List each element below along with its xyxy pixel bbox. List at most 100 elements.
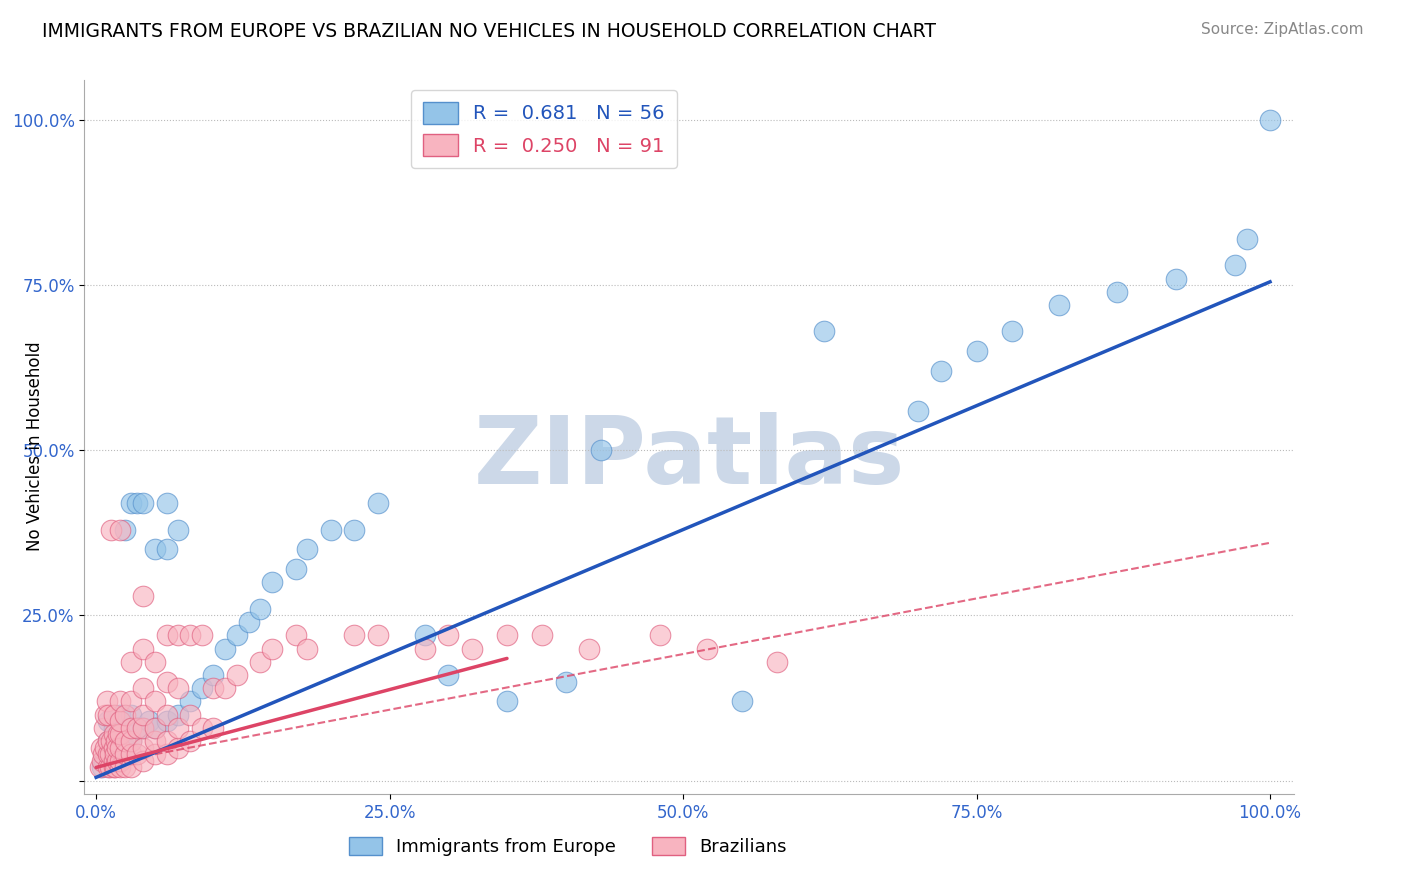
Point [155, 707, 177, 722]
Point [202, 721, 225, 735]
Point [167, 707, 190, 722]
Point [132, 740, 155, 755]
Point [143, 694, 166, 708]
Point [167, 721, 190, 735]
Point [97, 707, 120, 722]
Point [226, 668, 249, 682]
Point [132, 496, 155, 510]
Point [108, 523, 131, 537]
Point [1047, 298, 1070, 312]
Point [97, 747, 120, 762]
Point [120, 694, 142, 708]
Point [437, 628, 460, 642]
Point [108, 694, 131, 708]
Point [91, 747, 114, 762]
Point [284, 562, 307, 576]
Point [103, 760, 125, 774]
Point [97, 734, 120, 748]
Point [167, 740, 190, 755]
Point [143, 721, 166, 735]
Point [132, 641, 155, 656]
Point [648, 628, 671, 642]
Point [114, 747, 136, 762]
Point [108, 714, 131, 729]
Point [179, 694, 201, 708]
Point [97, 734, 120, 748]
Point [249, 655, 271, 669]
Point [966, 344, 988, 359]
Point [813, 324, 835, 338]
Point [155, 628, 177, 642]
Point [127, 496, 149, 510]
Point [214, 641, 236, 656]
Point [108, 740, 131, 755]
Point [179, 628, 201, 642]
Point [297, 641, 319, 656]
Point [114, 734, 136, 748]
Point [103, 747, 125, 762]
Point [94, 707, 117, 722]
Point [155, 747, 177, 762]
Point [108, 760, 131, 774]
Point [907, 403, 929, 417]
Point [284, 628, 307, 642]
Point [238, 615, 260, 629]
Point [132, 721, 155, 735]
Point [731, 694, 754, 708]
Point [589, 443, 612, 458]
Point [132, 707, 155, 722]
Point [108, 707, 131, 722]
Point [93, 754, 115, 768]
Point [114, 760, 136, 774]
Point [127, 721, 149, 735]
Point [107, 727, 129, 741]
Point [696, 641, 718, 656]
Text: Source: ZipAtlas.com: Source: ZipAtlas.com [1201, 22, 1364, 37]
Point [100, 523, 122, 537]
Point [531, 628, 554, 642]
Point [179, 734, 201, 748]
Point [190, 628, 212, 642]
Point [167, 628, 190, 642]
Point [105, 740, 128, 755]
Point [114, 523, 136, 537]
Point [114, 707, 136, 722]
Point [120, 747, 142, 762]
Point [262, 575, 284, 590]
Point [766, 655, 789, 669]
Point [155, 674, 177, 689]
Point [105, 734, 128, 748]
Point [94, 740, 117, 755]
Point [496, 628, 519, 642]
Point [202, 668, 225, 682]
Point [214, 681, 236, 695]
Point [108, 740, 131, 755]
Point [98, 747, 121, 762]
Point [155, 734, 177, 748]
Point [167, 681, 190, 695]
Point [143, 734, 166, 748]
Point [132, 721, 155, 735]
Point [1107, 285, 1129, 299]
Point [103, 721, 125, 735]
Point [367, 628, 389, 642]
Legend: Immigrants from Europe, Brazilians: Immigrants from Europe, Brazilians [342, 830, 794, 863]
Point [262, 641, 284, 656]
Point [120, 707, 142, 722]
Point [91, 754, 114, 768]
Point [319, 523, 342, 537]
Point [496, 694, 519, 708]
Point [155, 496, 177, 510]
Point [103, 740, 125, 755]
Point [578, 641, 600, 656]
Point [1001, 324, 1024, 338]
Point [343, 628, 366, 642]
Point [143, 747, 166, 762]
Point [179, 707, 201, 722]
Text: No Vehicles in Household: No Vehicles in Household [27, 341, 44, 551]
Point [127, 721, 149, 735]
Point [103, 707, 125, 722]
Point [343, 523, 366, 537]
Point [1223, 258, 1246, 272]
Point [103, 727, 125, 741]
